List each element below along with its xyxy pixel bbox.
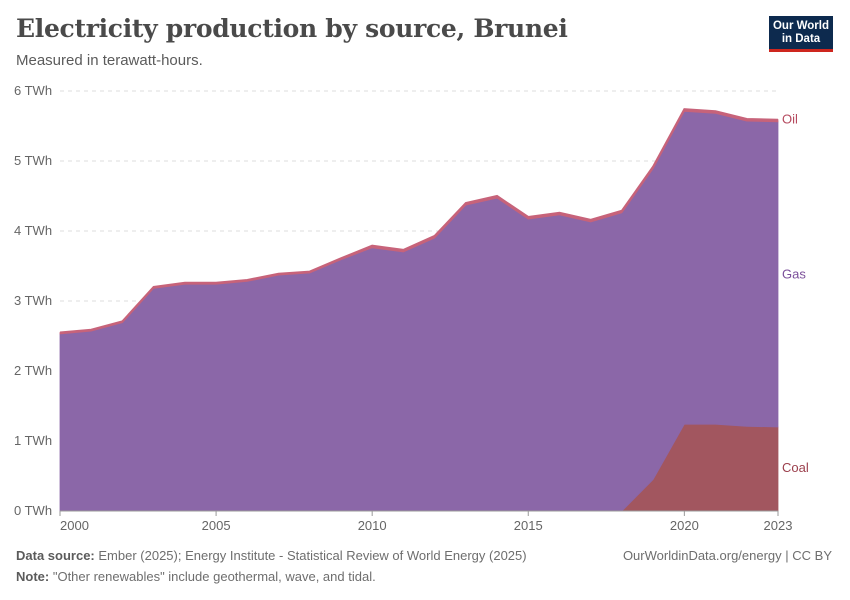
- x-tick-label: 2000: [60, 518, 89, 533]
- data-source: Data source: Ember (2025); Energy Instit…: [16, 548, 527, 563]
- y-tick-label: 3 TWh: [14, 293, 52, 308]
- top-outline: [59, 108, 779, 334]
- chart-title: Electricity production by source, Brunei: [16, 14, 568, 43]
- x-tick-label: 2005: [202, 518, 231, 533]
- x-axis: 2000 2005 2010 2015 2020 2023: [59, 510, 793, 533]
- y-tick-label: 0 TWh: [14, 503, 52, 518]
- logo-line-2: in Data: [781, 33, 821, 45]
- credit-link[interactable]: OurWorldinData.org/energy | CC BY: [622, 548, 832, 563]
- note-label: Note:: [16, 569, 50, 584]
- x-tick-label: 2010: [358, 518, 387, 533]
- y-axis-labels: 0 TWh 1 TWh 2 TWh 3 TWh 4 TWh 5 TWh 6 TWh: [14, 83, 52, 518]
- legend-label-gas: Gas: [782, 266, 806, 281]
- y-tick-label: 1 TWh: [14, 433, 52, 448]
- y-tick-label: 4 TWh: [14, 223, 52, 238]
- legend-label-coal: Coal: [782, 460, 809, 475]
- owid-logo[interactable]: Our World in Data: [769, 16, 833, 52]
- chart-note: Note: "Other renewables" include geother…: [16, 569, 376, 584]
- y-tick-label: 5 TWh: [14, 153, 52, 168]
- chart-subtitle: Measured in terawatt-hours.: [16, 52, 203, 69]
- logo-line-1: Our World: [772, 20, 829, 32]
- x-tick-label: 2020: [670, 518, 699, 533]
- note-text: "Other renewables" include geothermal, w…: [52, 569, 376, 584]
- data-source-label: Data source:: [16, 548, 95, 563]
- legend-label-oil: Oil: [782, 112, 798, 127]
- area-series: [59, 108, 779, 512]
- x-tick-label: 2015: [514, 518, 543, 533]
- legend-labels: Coal Gas Oil: [782, 112, 809, 475]
- x-tick-label: 2023: [764, 518, 793, 533]
- y-tick-label: 2 TWh: [14, 363, 52, 378]
- y-tick-label: 6 TWh: [14, 83, 52, 98]
- data-source-text[interactable]: Ember (2025); Energy Institute - Statist…: [98, 548, 527, 563]
